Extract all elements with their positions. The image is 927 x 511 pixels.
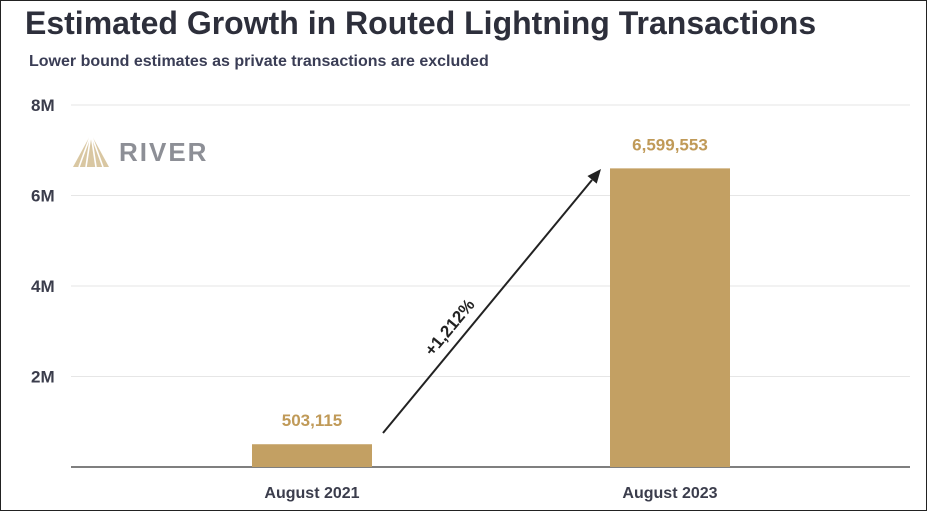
- y-tick-label: 8M: [31, 96, 55, 115]
- bar-value-label: 503,115: [282, 411, 343, 430]
- growth-arrow-line: [382, 179, 593, 434]
- y-tick-label: 2M: [31, 368, 55, 387]
- x-category-label: August 2021: [264, 485, 359, 502]
- river-logo-text: RIVER: [119, 137, 208, 167]
- bar: [610, 168, 730, 467]
- bar-value-label: 6,599,553: [632, 135, 708, 154]
- growth-annotation: +1,212%: [382, 169, 601, 434]
- gridlines: [71, 104, 910, 468]
- chart-title: Estimated Growth in Routed Lightning Tra…: [25, 5, 817, 41]
- chart-subtitle: Lower bound estimates as private transac…: [29, 53, 489, 70]
- growth-arrowhead: [587, 169, 601, 184]
- y-tick-label: 6M: [31, 187, 55, 206]
- bars: [252, 168, 730, 467]
- river-mountain-logo-icon: [73, 133, 109, 168]
- y-tick-label: 4M: [31, 277, 55, 296]
- x-category-label: August 2023: [622, 485, 717, 502]
- labels: 2M 4M 6M 8M 503,115 August 2021 6,599,553 Augus…: [31, 96, 718, 502]
- bar: [252, 444, 372, 467]
- river-logo: RIVER: [73, 133, 208, 168]
